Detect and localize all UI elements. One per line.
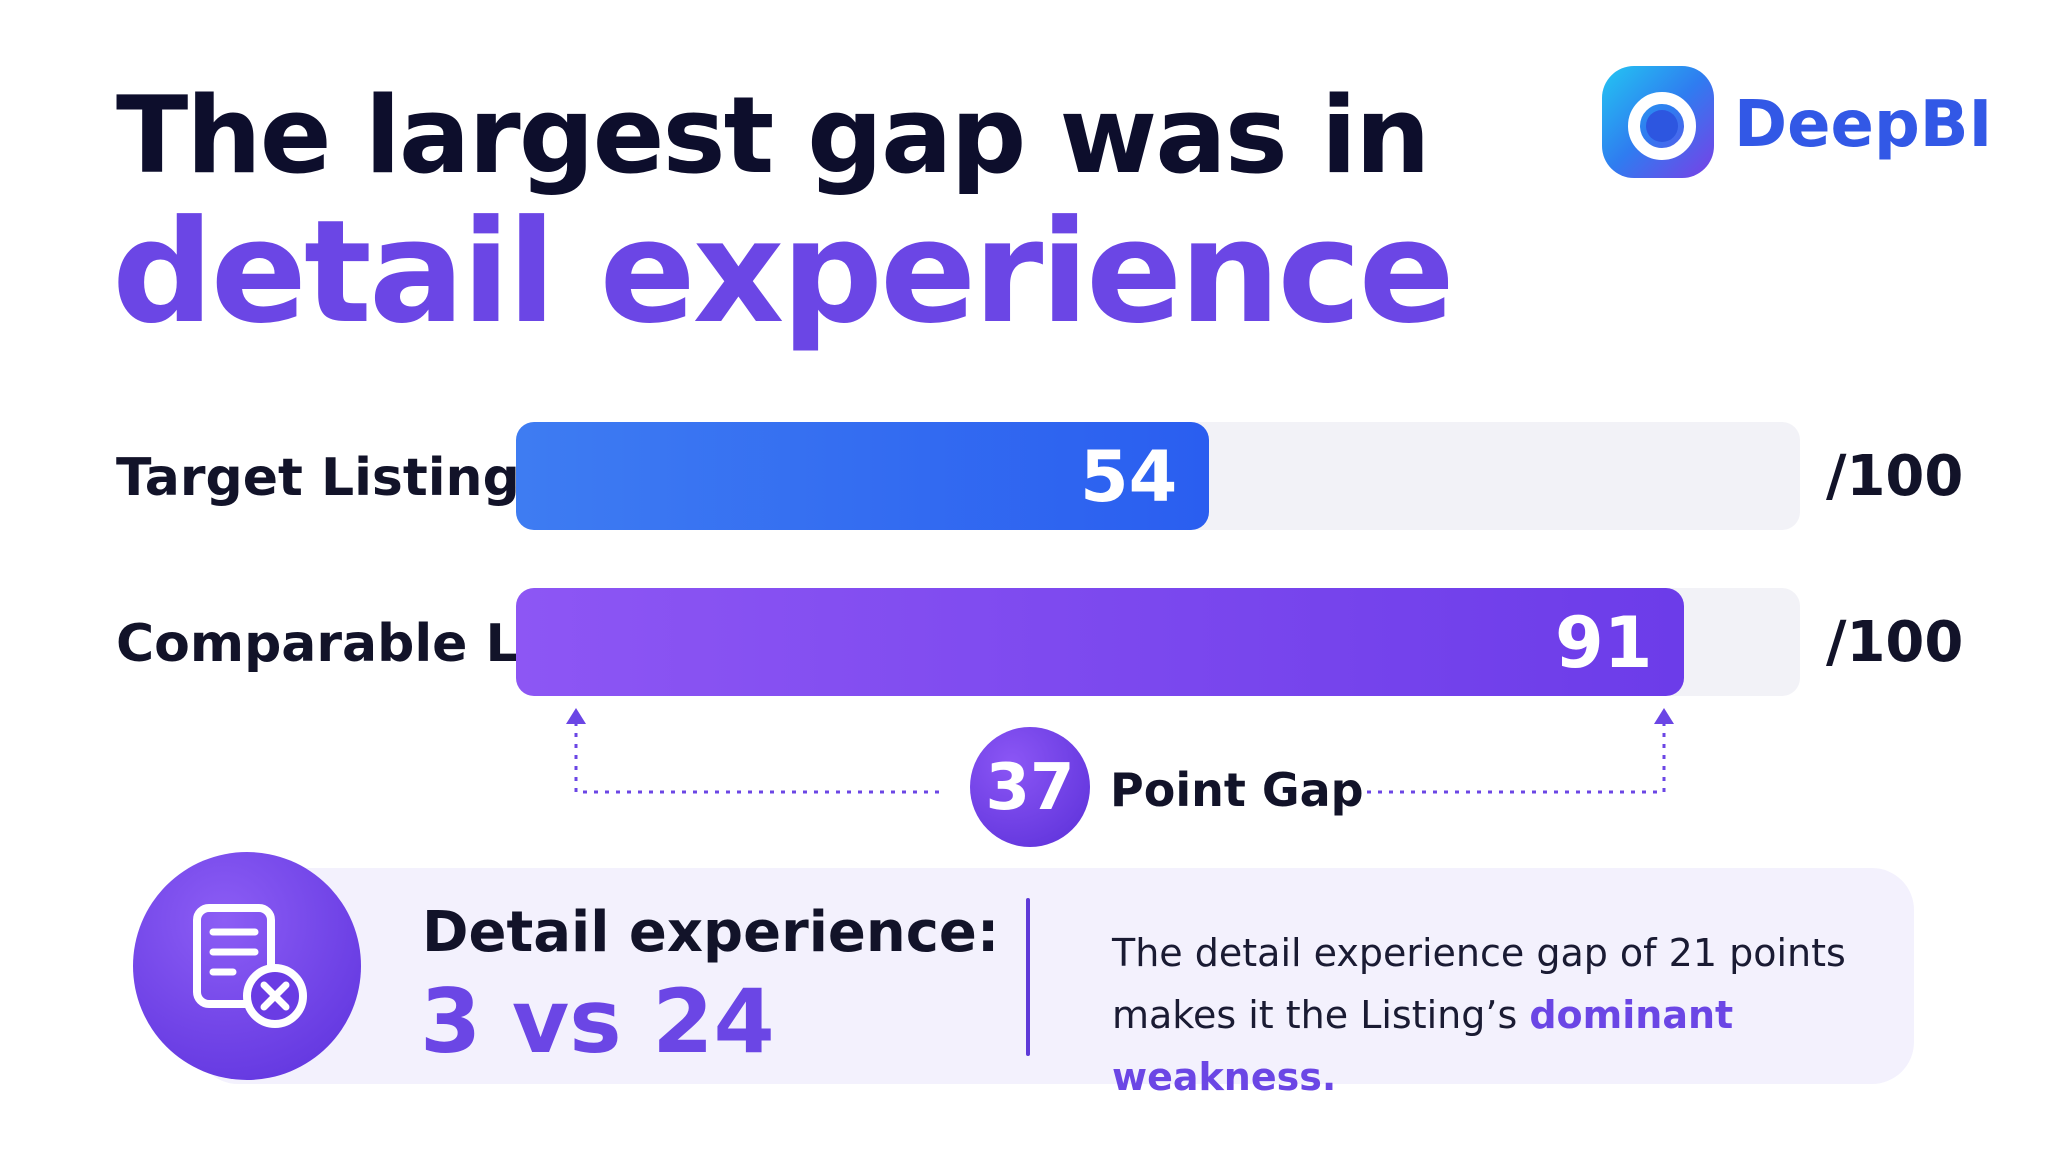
bar-value-target: 54	[1079, 436, 1178, 518]
max-label-target: /100	[1826, 444, 1964, 509]
gap-value: 37	[985, 751, 1075, 825]
summary-icon-badge	[133, 852, 361, 1080]
bar-target: 54	[516, 422, 1210, 530]
summary-description: The detail experience gap of 21 points m…	[1112, 922, 1872, 1108]
summary-card	[196, 868, 1914, 1084]
row-label-target: Target Listing	[116, 448, 520, 508]
summary-description-text: The detail experience gap of 21 points m…	[1112, 931, 1846, 1037]
summary-heading: Detail experience:	[422, 900, 1000, 965]
bar-track-target: 54	[516, 422, 1800, 530]
title-line-2: detail experience	[112, 190, 1455, 355]
summary-comparison: 3 vs 24	[420, 970, 775, 1073]
summary-divider	[1026, 898, 1030, 1056]
gap-arrow-left-icon	[566, 708, 586, 724]
max-label-comparable: /100	[1826, 610, 1964, 675]
gap-label: Point Gap	[1110, 763, 1364, 817]
brand: DeepBI	[1602, 66, 2002, 182]
gap-connector-right	[1356, 722, 1666, 794]
bar-value-comparable: 91	[1555, 602, 1653, 684]
bar-comparable: 91	[516, 588, 1685, 696]
title-line-1: The largest gap was in	[116, 74, 1431, 197]
bar-track-comparable: 91	[516, 588, 1800, 696]
document-error-icon	[193, 904, 307, 1028]
brand-name: DeepBI	[1734, 88, 1993, 162]
deepbi-logo-icon	[1602, 66, 1714, 178]
logo-dot	[1646, 110, 1678, 142]
gap-badge: 37	[970, 727, 1090, 847]
gap-connector-left	[574, 722, 940, 794]
summary-description-highlight: dominant weakness.	[1112, 993, 1734, 1099]
gap-arrow-right-icon	[1654, 708, 1674, 724]
